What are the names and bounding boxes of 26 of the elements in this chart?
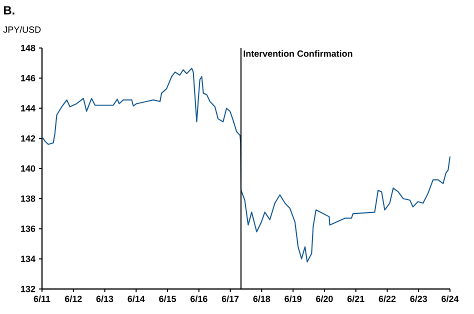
x-tick-label: 6/14 xyxy=(128,296,145,302)
y-tick-label: 144 xyxy=(21,105,36,112)
ref-line-label: Intervention Confirmation xyxy=(244,50,352,57)
x-tick-label: 6/22 xyxy=(378,296,396,302)
x-tick-label: 6/15 xyxy=(159,296,176,302)
x-tick-label: 6/16 xyxy=(190,296,208,302)
y-tick-label: 146 xyxy=(21,74,36,82)
y-tick-label: 136 xyxy=(21,226,36,232)
chart-title: B. xyxy=(4,6,14,14)
y-tick-label: 148 xyxy=(21,44,36,52)
x-tick-label: 6/19 xyxy=(284,296,302,302)
x-tick-label: 6/12 xyxy=(64,296,82,302)
x-tick-label: 6/21 xyxy=(347,296,364,302)
y-tick-label: 132 xyxy=(21,286,36,292)
x-tick-label: 6/17 xyxy=(222,296,239,302)
y-tick-label: 140 xyxy=(21,165,36,172)
x-tick-label: 6/11 xyxy=(34,296,50,302)
y-tick-label: 138 xyxy=(21,195,36,202)
x-tick-label: 6/24 xyxy=(442,296,459,302)
y-axis-title: JPY/USD xyxy=(3,26,41,33)
y-tick-label: 134 xyxy=(21,256,36,262)
x-tick-label: 6/23 xyxy=(410,296,428,302)
x-tick-label: 6/18 xyxy=(253,296,270,302)
x-tick-label: 6/20 xyxy=(316,296,333,302)
x-tick-label: 6/13 xyxy=(96,296,114,302)
y-tick-label: 142 xyxy=(21,135,36,142)
